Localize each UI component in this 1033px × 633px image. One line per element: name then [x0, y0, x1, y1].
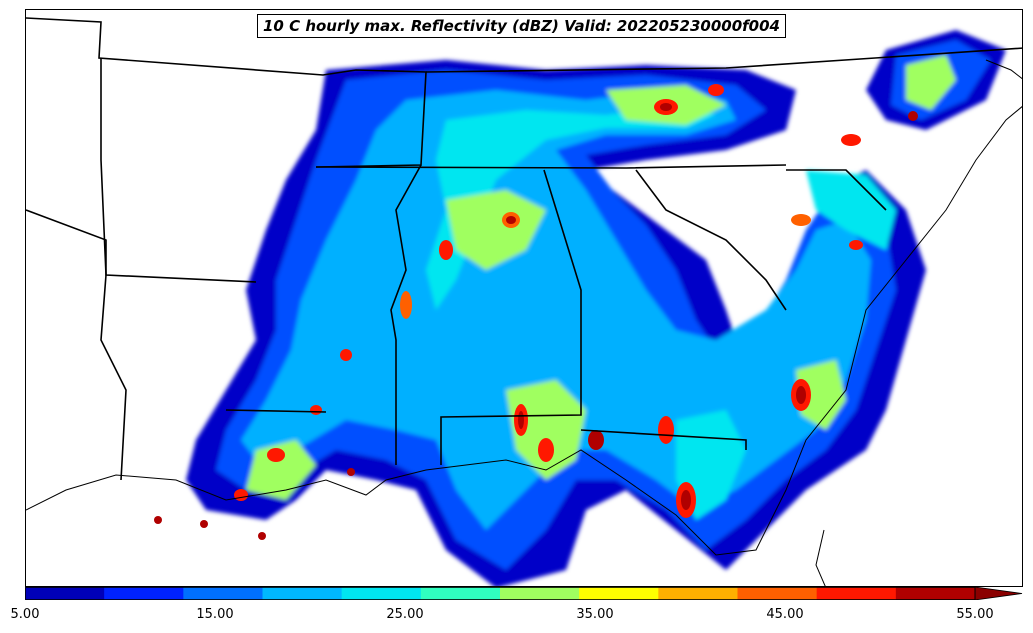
colorbar-extend-arrow — [974, 587, 1023, 600]
colorbar — [25, 587, 1023, 600]
colorbar-segment — [183, 587, 263, 600]
map-title: 10 C hourly max. Reflectivity (dBZ) Vali… — [257, 14, 786, 38]
reflectivity-cores — [154, 84, 918, 540]
colorbar-outline — [25, 587, 976, 600]
state-boundaries — [26, 17, 1022, 481]
colorbar-segment — [816, 587, 897, 600]
colorbar-segment — [895, 587, 976, 600]
colorbar-segment — [104, 587, 184, 600]
colorbar-segment — [579, 587, 659, 600]
colorbar-tick-label: 5.00 — [10, 607, 40, 622]
colorbar-segment — [420, 587, 501, 600]
colorbar-tick-label: 25.00 — [386, 607, 424, 622]
colorbar-tick-label: 15.00 — [196, 607, 234, 622]
colorbar-tick-label: 45.00 — [766, 607, 804, 622]
colorbar-tick-label: 35.00 — [576, 607, 614, 622]
coastline — [26, 59, 1022, 586]
colorbar-segment — [262, 587, 343, 600]
colorbar-segment — [341, 587, 422, 600]
colorbar-segment — [658, 587, 738, 600]
radar-map — [25, 9, 1023, 587]
map-svg — [26, 17, 1022, 586]
colorbar-segment — [25, 587, 105, 600]
colorbar-segment — [500, 587, 580, 600]
reflectivity-field — [186, 30, 1006, 586]
colorbar-segment — [737, 587, 818, 600]
colorbar-tick-label: 55.00 — [956, 607, 994, 622]
